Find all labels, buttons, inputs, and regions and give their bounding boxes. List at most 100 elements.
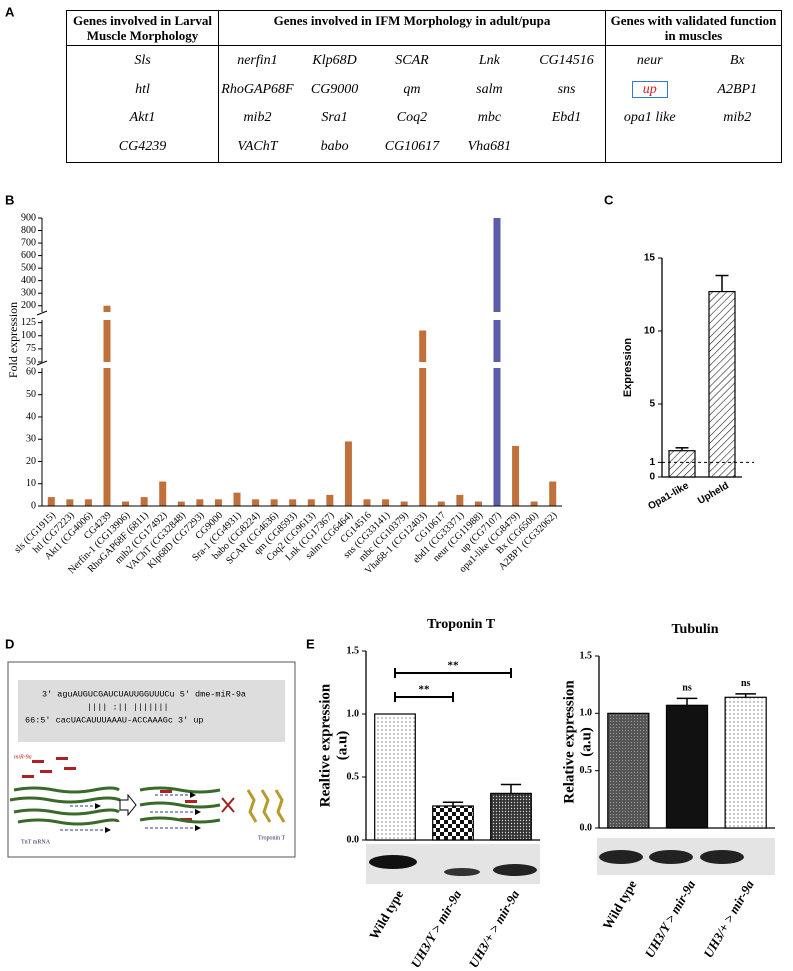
bar xyxy=(344,441,352,506)
annotation: ns xyxy=(741,678,751,689)
y-tick-label: 0 xyxy=(31,500,36,511)
bar xyxy=(549,481,557,506)
y-axis-label: (a.u) xyxy=(578,727,594,757)
y-tick-label: 800 xyxy=(21,225,36,236)
axis-break xyxy=(36,360,48,366)
significance-label: ** xyxy=(419,684,431,696)
bar xyxy=(289,499,297,506)
x-tick-label: UH3/Y > mir-9a xyxy=(642,877,699,960)
bar xyxy=(252,499,260,506)
arrows xyxy=(60,792,201,833)
table-cell: Coq2 xyxy=(396,110,428,126)
y-tick-label: 500 xyxy=(21,262,36,273)
table-cell: Klp68D xyxy=(312,52,357,68)
y-tick-label: 50 xyxy=(26,389,36,400)
y-tick-label: 30 xyxy=(26,434,36,445)
chart-title: Tubulin xyxy=(672,622,719,637)
bar xyxy=(122,501,130,506)
y-tick-label: 100 xyxy=(21,330,36,341)
x-tick-label: UH3/+ > mir-9a xyxy=(700,877,757,960)
diagram-label: Troponin T xyxy=(258,835,286,841)
error-bar xyxy=(735,693,756,698)
bar xyxy=(103,320,111,362)
step-arrow xyxy=(119,793,137,817)
y-tick-label: 0.0 xyxy=(347,834,360,845)
y-tick-label: 1.0 xyxy=(580,708,593,719)
y-tick-label: 0.0 xyxy=(580,822,593,833)
table-cell: htl xyxy=(66,75,219,104)
table-cell: opa1 like xyxy=(623,110,676,126)
bar xyxy=(326,494,334,506)
x-tick-label: Upheld xyxy=(696,480,731,506)
table-row: Sls nerfin1 Klp68D SCAR Lnk CG14516 neur Bx xyxy=(66,45,782,76)
table-cell: babo xyxy=(320,139,349,155)
y-tick-label: 400 xyxy=(21,275,36,286)
table-cell: mbc xyxy=(477,110,502,126)
y-tick-label: 50 xyxy=(26,356,36,367)
bar xyxy=(607,712,650,829)
bar xyxy=(159,481,167,506)
bar xyxy=(103,368,111,506)
y-tick-label: 1.0 xyxy=(347,708,360,719)
y-tick-label: 300 xyxy=(21,287,36,298)
table-cell xyxy=(606,133,694,163)
table-cell: SCAR xyxy=(395,52,429,68)
panel-label: A xyxy=(5,4,15,19)
table-cell: CG10617 xyxy=(384,139,440,155)
y-tick-label: 600 xyxy=(21,250,36,261)
table-header: Genes involved in Larval Muscle Morpholo… xyxy=(66,10,219,46)
bar xyxy=(177,501,185,506)
bar xyxy=(214,499,222,506)
bar xyxy=(490,792,532,841)
error-bar xyxy=(500,783,522,794)
western-blot xyxy=(366,838,775,884)
highlighted-gene: up xyxy=(631,80,668,98)
y-axis-label: Fold expression xyxy=(6,302,20,378)
table-cell: Lnk xyxy=(478,52,500,68)
y-tick-label: 0 xyxy=(649,472,655,483)
bar xyxy=(437,501,445,506)
table-header: Genes with validated function in muscles xyxy=(605,10,782,46)
table-cell: salm xyxy=(476,81,503,97)
y-tick-label: 200 xyxy=(21,300,36,311)
table-cell: CG9000 xyxy=(310,81,359,97)
bar-chart: 0.0 0.5 1.0 1.5 Wild type UH3/Y > mir-9a UH3/+… xyxy=(317,617,540,970)
table-cell: nerfin1 xyxy=(237,52,278,68)
bar xyxy=(382,499,390,506)
bar xyxy=(665,704,709,829)
bar xyxy=(374,713,416,841)
significance-bracket xyxy=(394,668,512,678)
panel-label: B xyxy=(5,192,14,207)
protein-icons xyxy=(246,789,286,823)
panel-label: D xyxy=(5,636,14,651)
table-cell: Ebd1 xyxy=(528,103,607,133)
bar xyxy=(724,696,767,829)
y-tick-label: 10 xyxy=(26,478,36,489)
bar xyxy=(233,492,241,506)
axis-break xyxy=(36,310,48,316)
significance-bracket xyxy=(394,692,454,702)
diagram: 3' aguAUGUCGAUCUAUUGGUUUCu 5' dme-miR-9a… xyxy=(7,661,296,858)
bar xyxy=(47,497,55,506)
table-cell: A2BP1 xyxy=(717,81,758,97)
bar xyxy=(668,450,696,478)
table-row: CG4239 VAChT babo CG10617 Vha681 xyxy=(66,132,782,163)
bar xyxy=(419,330,427,362)
table-cell: VAChT xyxy=(237,139,278,155)
annotation: ns xyxy=(682,683,692,694)
mrna-strands xyxy=(9,786,221,826)
bar xyxy=(363,499,371,506)
y-tick-label: 1.5 xyxy=(580,650,593,661)
error-bar xyxy=(676,697,698,706)
y-tick-label: 900 xyxy=(21,212,36,223)
error-bar xyxy=(442,801,464,806)
alignment-line: 3' aguAUGUCGAUCUAUUGGUUUCu 5' dme-miR-9a xyxy=(42,689,246,699)
table-cell: Vha681 xyxy=(467,139,512,155)
table-cell xyxy=(528,132,607,163)
table-body: Sls nerfin1 Klp68D SCAR Lnk CG14516 neur Bx htl R… xyxy=(66,45,782,163)
y-tick-label: 0.5 xyxy=(347,771,360,782)
bar xyxy=(400,501,408,506)
